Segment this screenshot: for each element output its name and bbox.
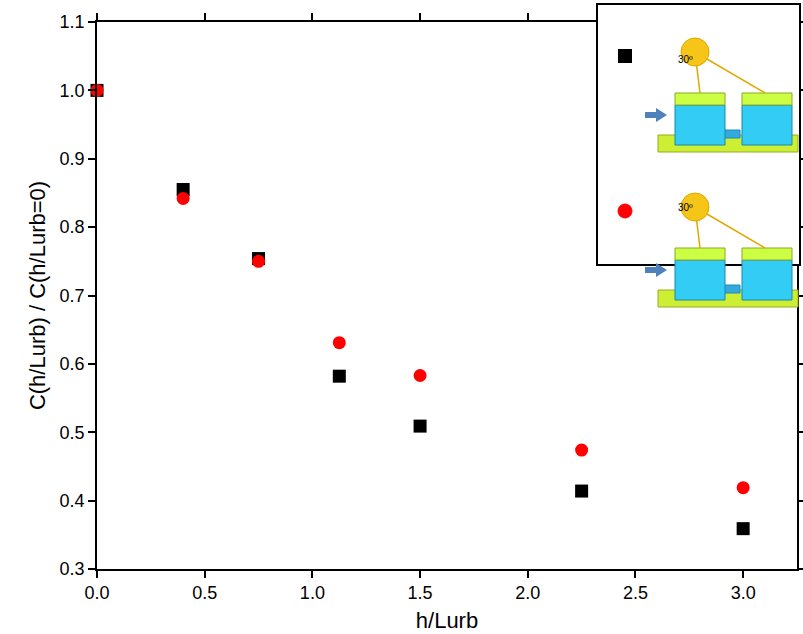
svg-text:0.9: 0.9: [60, 149, 85, 169]
svg-text:3.0: 3.0: [731, 583, 756, 603]
svg-text:0.3: 0.3: [60, 559, 85, 579]
svg-text:C(h/Lurb) / C(h/Lurb=0): C(h/Lurb) / C(h/Lurb=0): [25, 181, 50, 410]
svg-text:1.0: 1.0: [60, 81, 85, 101]
svg-text:h/Lurb: h/Lurb: [416, 608, 478, 633]
svg-text:0.8: 0.8: [60, 217, 85, 237]
svg-text:2.0: 2.0: [515, 583, 540, 603]
svg-text:0.5: 0.5: [192, 583, 217, 603]
svg-text:30º: 30º: [678, 202, 693, 213]
svg-text:30º: 30º: [678, 54, 693, 65]
svg-text:1.0: 1.0: [300, 583, 325, 603]
svg-text:1.5: 1.5: [408, 583, 433, 603]
svg-text:1.1: 1.1: [60, 12, 85, 32]
svg-text:0.7: 0.7: [60, 286, 85, 306]
svg-text:0.4: 0.4: [60, 491, 85, 511]
svg-text:0.0: 0.0: [84, 583, 109, 603]
svg-text:2.5: 2.5: [623, 583, 648, 603]
svg-text:0.6: 0.6: [60, 354, 85, 374]
svg-text:0.5: 0.5: [60, 423, 85, 443]
